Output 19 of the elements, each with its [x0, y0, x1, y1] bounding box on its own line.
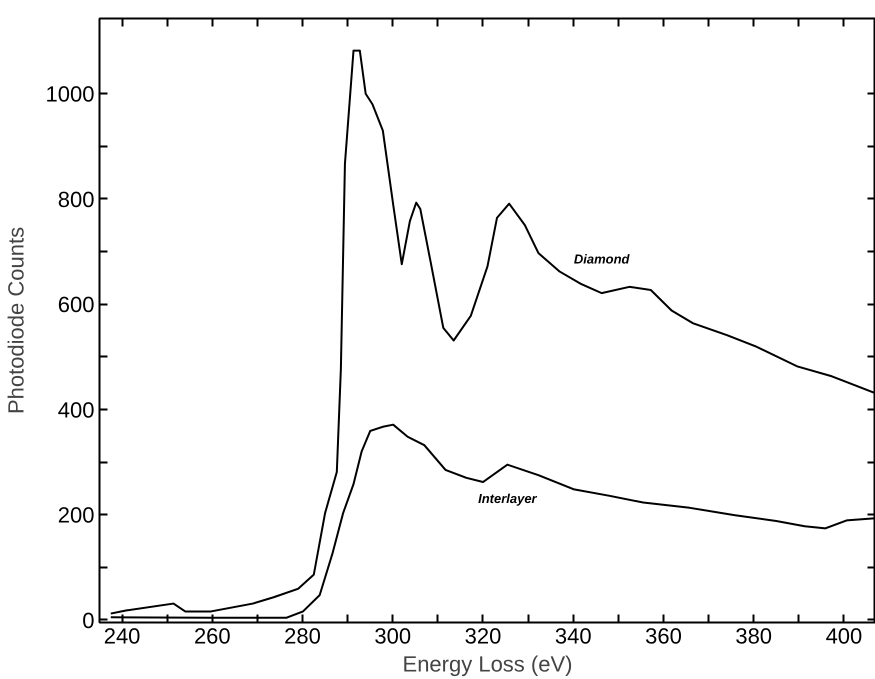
x-tick-label: 300 — [374, 624, 412, 648]
x-tick-label: 320 — [464, 624, 502, 648]
y-tick-label: 1000 — [46, 82, 95, 107]
x-tick-label: 240 — [104, 624, 140, 648]
series-label: Diamond — [574, 252, 631, 267]
x-tick-label: 360 — [645, 624, 682, 648]
y-tick-label: 200 — [58, 502, 95, 528]
x-tick-label: 400 — [826, 624, 862, 648]
x-tick-label: 340 — [554, 624, 592, 648]
x-tick-label: 280 — [284, 624, 321, 648]
y-tick-label: 800 — [58, 186, 95, 212]
x-tick-label: 260 — [194, 624, 231, 648]
y-tick-label: 0 — [82, 608, 95, 633]
y-tick-label: 400 — [58, 397, 95, 422]
x-tick-label: 380 — [735, 624, 772, 648]
y-tick-label: 600 — [58, 292, 95, 318]
series-label: Interlayer — [478, 491, 538, 506]
x-axis-title: Energy Loss (eV) — [402, 652, 572, 676]
y-axis-title: Photodiode Counts — [4, 226, 29, 414]
